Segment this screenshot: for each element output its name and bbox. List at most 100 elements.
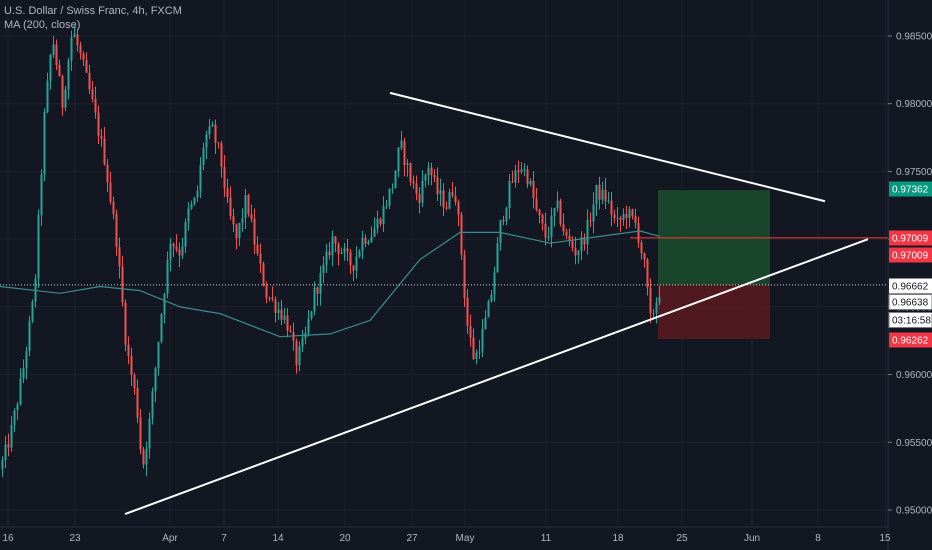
- candle-body: [397, 148, 400, 171]
- candle-body: [196, 190, 199, 198]
- candle-body: [283, 315, 286, 320]
- candle-body: [538, 209, 541, 216]
- candle-body: [16, 404, 19, 411]
- x-tick-label[interactable]: 18: [612, 533, 624, 544]
- candle-body: [133, 374, 136, 388]
- candle-body: [268, 297, 271, 299]
- x-tick-label[interactable]: 27: [406, 533, 418, 544]
- candle: [367, 239, 370, 246]
- candle: [322, 256, 325, 284]
- indicator-label[interactable]: MA (200, close): [4, 19, 81, 31]
- countdown-tag-bg: [888, 312, 932, 328]
- candle-body: [91, 89, 94, 99]
- candle-body: [526, 169, 529, 185]
- y-tick-label[interactable]: 0.95000: [896, 506, 932, 517]
- candle: [67, 57, 70, 100]
- candle: [448, 188, 451, 210]
- candle-body: [40, 174, 43, 216]
- candle: [457, 199, 460, 227]
- candle-body: [307, 318, 310, 333]
- candle: [94, 86, 97, 119]
- candle: [193, 197, 196, 206]
- candle-body: [634, 216, 637, 223]
- last-price-tag-bg: [889, 278, 932, 294]
- y-tick-label[interactable]: 0.98500: [896, 32, 932, 43]
- candle-body: [250, 214, 253, 219]
- candle: [376, 210, 379, 234]
- candle: [115, 209, 118, 256]
- x-tick-label[interactable]: 14: [272, 533, 284, 544]
- y-tick-label[interactable]: 0.97500: [896, 167, 932, 178]
- candle-body: [505, 208, 508, 222]
- candle: [310, 310, 313, 321]
- candle-body: [463, 254, 466, 299]
- candle-body: [328, 251, 331, 256]
- x-tick-label[interactable]: 7: [221, 533, 227, 544]
- x-tick-label[interactable]: 15: [879, 533, 891, 544]
- candle: [505, 206, 508, 226]
- x-tick-label[interactable]: Apr: [162, 533, 178, 544]
- candle: [268, 296, 271, 302]
- candle-body: [541, 215, 544, 224]
- candle-body: [646, 259, 649, 288]
- stop-loss-tag-bg: [889, 332, 932, 348]
- candle: [316, 286, 319, 306]
- loss-zone: [658, 284, 770, 340]
- candle: [370, 226, 373, 243]
- candle-body: [115, 213, 118, 248]
- candle: [634, 208, 637, 229]
- candle: [589, 212, 592, 228]
- candle: [46, 72, 49, 114]
- candle-body: [160, 314, 163, 342]
- y-tick-label[interactable]: 0.95500: [896, 438, 932, 449]
- candle: [133, 373, 136, 395]
- candle-body: [334, 236, 337, 244]
- candle-body: [358, 251, 361, 257]
- x-tick-label[interactable]: 8: [815, 533, 821, 544]
- candles: [1, 25, 661, 478]
- candle-body: [46, 81, 49, 113]
- candle: [85, 52, 88, 73]
- candle-body: [121, 266, 124, 303]
- x-tick-label[interactable]: 25: [676, 533, 688, 544]
- candle: [565, 228, 568, 240]
- candle: [337, 241, 340, 266]
- candle-body: [631, 209, 634, 217]
- x-tick-label[interactable]: 20: [339, 533, 351, 544]
- candle: [49, 53, 52, 90]
- overlay-lines: [0, 91, 888, 516]
- time-axis[interactable]: 16 23 Apr 7 14 20 27 May 11 18 25 Jun 8 15: [2, 533, 891, 544]
- candle: [421, 170, 424, 208]
- candle: [439, 178, 442, 206]
- entry-upper-tag-bg: [889, 230, 932, 246]
- candle-body: [202, 147, 205, 165]
- candle: [289, 325, 292, 333]
- candle: [25, 346, 28, 380]
- symbol-title[interactable]: U.S. Dollar / Swiss Franc, 4h, FXCM: [4, 5, 182, 17]
- candle-body: [52, 44, 55, 55]
- x-tick-label[interactable]: 23: [69, 533, 81, 544]
- entry-lower-tag-text: 0.97009: [892, 251, 929, 262]
- y-tick-label[interactable]: 0.96000: [896, 370, 932, 381]
- candle: [613, 209, 616, 224]
- candle: [10, 416, 13, 452]
- candle: [481, 319, 484, 358]
- candle: [250, 204, 253, 223]
- y-tick-label[interactable]: 0.98000: [896, 99, 932, 110]
- x-tick-label[interactable]: 11: [541, 533, 552, 544]
- candle: [508, 174, 511, 219]
- candle-body: [172, 243, 175, 247]
- candle-body: [235, 224, 238, 239]
- candle-body: [79, 45, 82, 54]
- candle-body: [361, 237, 364, 252]
- x-tick-label[interactable]: May: [456, 533, 475, 544]
- candle: [106, 159, 109, 193]
- candle-body: [517, 170, 520, 172]
- x-tick-label[interactable]: Jun: [744, 533, 760, 544]
- candle: [526, 165, 529, 189]
- candle: [445, 201, 448, 211]
- x-tick-label[interactable]: 16: [2, 533, 14, 544]
- candle: [535, 188, 538, 212]
- candle: [379, 217, 382, 227]
